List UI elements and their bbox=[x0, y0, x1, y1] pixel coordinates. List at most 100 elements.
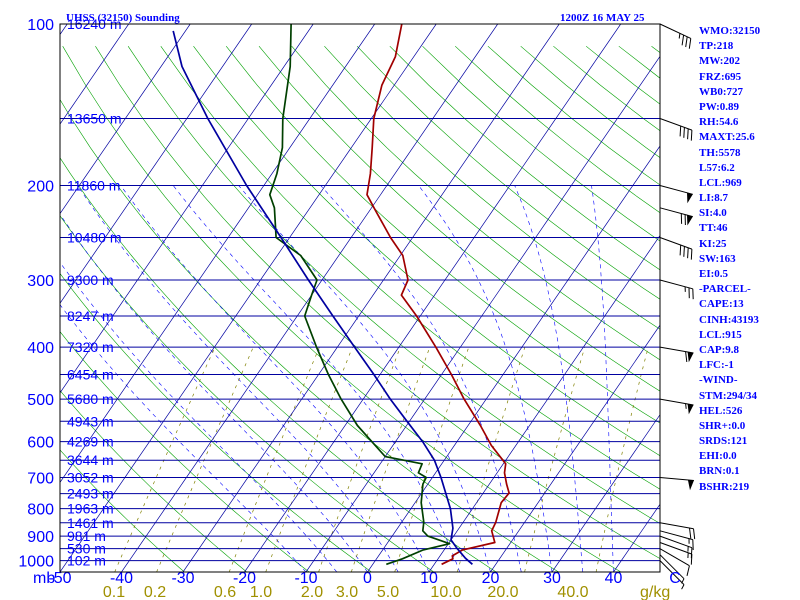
wind-barb-pennant bbox=[687, 479, 694, 491]
moist-adiabat-line bbox=[60, 261, 338, 572]
wind-barb-shaft bbox=[659, 23, 692, 39]
pressure-unit-label: mb bbox=[33, 570, 55, 587]
wind-barb bbox=[659, 522, 696, 540]
wind-barb bbox=[659, 23, 692, 49]
wind-barb-shaft bbox=[659, 560, 685, 585]
isotherm-line bbox=[60, 24, 68, 36]
wind-barb-shaft bbox=[659, 522, 694, 530]
mixing-ratio-tick-label: 40.0 bbox=[557, 584, 588, 600]
wind-barb-flag bbox=[679, 244, 682, 256]
sounding-index-item: HEL:526 bbox=[699, 404, 743, 417]
mixing-ratio-tick-label: 0.1 bbox=[103, 584, 125, 600]
wind-barbs-layer bbox=[659, 23, 696, 590]
pressure-tick-label: 1000 bbox=[18, 554, 54, 571]
temperature-tick-label: -10 bbox=[294, 570, 317, 587]
isotherm-line bbox=[60, 24, 191, 215]
moist-adiabat-line bbox=[418, 185, 553, 572]
temperature-profile bbox=[366, 24, 510, 566]
isotherm-line bbox=[0, 24, 6, 572]
wind-barb-shaft bbox=[659, 542, 693, 555]
wind-barb-halfflag bbox=[681, 578, 685, 584]
temperature-tick-label: 40 bbox=[605, 570, 623, 587]
moist-adiabat-line bbox=[514, 185, 584, 572]
mixing-ratio-tick-label: 1.0 bbox=[250, 584, 272, 600]
wind-barb bbox=[659, 118, 693, 141]
mixing-ratio-tick-label: 0.6 bbox=[214, 584, 236, 600]
wind-barb bbox=[659, 530, 694, 551]
wind-barb-flag bbox=[683, 127, 685, 138]
isotherm-line bbox=[60, 24, 376, 484]
dry-adiabat-line bbox=[258, 46, 660, 392]
mixing-ratio-line bbox=[524, 347, 586, 572]
mixing-ratio-tick-label: 3.0 bbox=[336, 584, 358, 600]
mixing-ratio-line bbox=[265, 346, 353, 572]
mixing-ratio-tick-label: 10.0 bbox=[430, 584, 461, 600]
wind-barb-pennant bbox=[687, 215, 693, 226]
mixing-ratio-line bbox=[318, 346, 401, 572]
moist-adiabat-line bbox=[238, 185, 491, 572]
wind-barb-pennant bbox=[687, 404, 694, 415]
height-label: 9300 m bbox=[67, 272, 114, 288]
sounding-index-item: WB0:727 bbox=[699, 85, 743, 98]
sounding-index-item: LI:8.7 bbox=[699, 192, 729, 205]
sounding-index-item: WMO:32150 bbox=[699, 25, 761, 37]
sounding-index-item: BRN:0.1 bbox=[699, 465, 740, 478]
isotherm-line bbox=[60, 24, 130, 125]
height-label: 5680 m bbox=[67, 391, 114, 407]
wind-barb-flag bbox=[690, 249, 693, 260]
height-label: 4943 m bbox=[67, 413, 114, 429]
height-label: 13650 m bbox=[67, 110, 121, 126]
isotherm-line bbox=[244, 24, 622, 572]
temperature-tick-label: 30 bbox=[543, 570, 561, 587]
wind-barb-flag bbox=[687, 128, 689, 140]
wind-barb-shaft bbox=[659, 535, 693, 549]
wind-barb-shaft bbox=[659, 530, 693, 541]
mixing-ratio-line bbox=[350, 346, 431, 572]
sounding-index-item: SI:4.0 bbox=[699, 207, 727, 220]
height-label: 530 m bbox=[67, 541, 106, 557]
wind-barb-flag bbox=[687, 247, 689, 259]
moist-adiabat-line bbox=[320, 185, 522, 572]
temperature-tick-label: -50 bbox=[48, 570, 71, 587]
sounding-index-item: L57:6.2 bbox=[699, 161, 735, 174]
sounding-index-item: RH:54.6 bbox=[699, 116, 739, 129]
wind-barb-shaft bbox=[659, 279, 693, 290]
wind-barb-shaft bbox=[659, 118, 693, 131]
pressure-tick-label: 100 bbox=[27, 17, 54, 34]
moist-adiabat-line bbox=[60, 304, 307, 572]
moist-adiabat-line bbox=[60, 213, 368, 572]
wind-barb-halfflag bbox=[685, 403, 687, 409]
dry-adiabat-line bbox=[95, 46, 660, 559]
sounding-index-item: TT:46 bbox=[699, 222, 728, 235]
temperature-tick-label: -20 bbox=[233, 570, 256, 587]
temperature-tick-label: 0 bbox=[363, 570, 372, 587]
height-label: 6454 m bbox=[67, 367, 114, 383]
sounding-index-item: CINH:43193 bbox=[699, 313, 759, 326]
wind-barb-shaft bbox=[659, 398, 694, 406]
sounding-index-item: SW:163 bbox=[699, 252, 736, 265]
sounding-index-item: EHI:0.0 bbox=[699, 450, 737, 463]
wind-barb-shaft bbox=[659, 237, 693, 250]
sounding-index-item: STM:294/34 bbox=[699, 389, 758, 402]
wind-barb-shaft bbox=[659, 548, 690, 567]
height-label: 7320 m bbox=[67, 339, 114, 355]
temperature-tick-label: 20 bbox=[482, 570, 500, 587]
wind-barb bbox=[659, 560, 685, 590]
isotherm-line bbox=[121, 24, 499, 572]
sounding-index-item: SRDS:121 bbox=[699, 435, 748, 448]
wind-barb bbox=[659, 548, 690, 577]
mixing-ratio-tick-label: 5.0 bbox=[377, 584, 399, 600]
mixing-ratio-line bbox=[114, 346, 216, 572]
mixing-ratio-tick-label: 20.0 bbox=[487, 584, 518, 600]
isotherm-line bbox=[60, 24, 314, 394]
wind-barb-shaft bbox=[659, 346, 694, 354]
wind-barb-flag bbox=[685, 351, 688, 363]
sounding-index-item: LCL:969 bbox=[699, 176, 742, 189]
sounding-index-item: EI:0.5 bbox=[699, 268, 729, 280]
wind-barb bbox=[659, 535, 693, 559]
dry-adiabat-line bbox=[324, 45, 660, 330]
moist-adiabat-line bbox=[172, 185, 461, 572]
sounding-index-item: SHR+:0.0 bbox=[699, 419, 746, 432]
dewpoint-profile bbox=[268, 24, 451, 566]
